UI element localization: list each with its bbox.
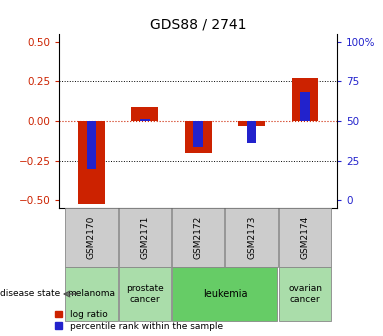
Text: GSM2173: GSM2173 bbox=[247, 216, 256, 259]
Bar bbox=[78, 121, 105, 204]
Bar bbox=[119, 267, 171, 321]
Bar bbox=[238, 121, 265, 126]
Bar bbox=[65, 208, 118, 267]
Bar bbox=[172, 208, 224, 267]
Text: ovarian
cancer: ovarian cancer bbox=[288, 284, 322, 304]
Bar bbox=[279, 267, 331, 321]
Bar bbox=[140, 119, 150, 121]
Text: prostate
cancer: prostate cancer bbox=[126, 284, 164, 304]
Bar bbox=[247, 121, 256, 143]
Bar bbox=[185, 121, 211, 153]
Title: GDS88 / 2741: GDS88 / 2741 bbox=[150, 17, 246, 31]
Bar bbox=[291, 78, 318, 121]
Bar bbox=[87, 121, 96, 169]
Bar bbox=[131, 107, 158, 121]
Text: GSM2172: GSM2172 bbox=[194, 216, 203, 259]
Bar bbox=[193, 121, 203, 147]
Bar bbox=[65, 267, 118, 321]
Text: melanoma: melanoma bbox=[67, 290, 115, 298]
Bar bbox=[300, 92, 310, 121]
Bar bbox=[119, 208, 171, 267]
Text: leukemia: leukemia bbox=[203, 289, 247, 299]
Bar bbox=[226, 208, 278, 267]
Bar bbox=[279, 208, 331, 267]
Bar bbox=[172, 267, 277, 321]
Text: disease state: disease state bbox=[0, 290, 60, 298]
Text: GSM2174: GSM2174 bbox=[301, 216, 309, 259]
Text: GSM2171: GSM2171 bbox=[140, 216, 149, 259]
Text: GSM2170: GSM2170 bbox=[87, 216, 96, 259]
Legend: log ratio, percentile rank within the sample: log ratio, percentile rank within the sa… bbox=[54, 309, 224, 332]
